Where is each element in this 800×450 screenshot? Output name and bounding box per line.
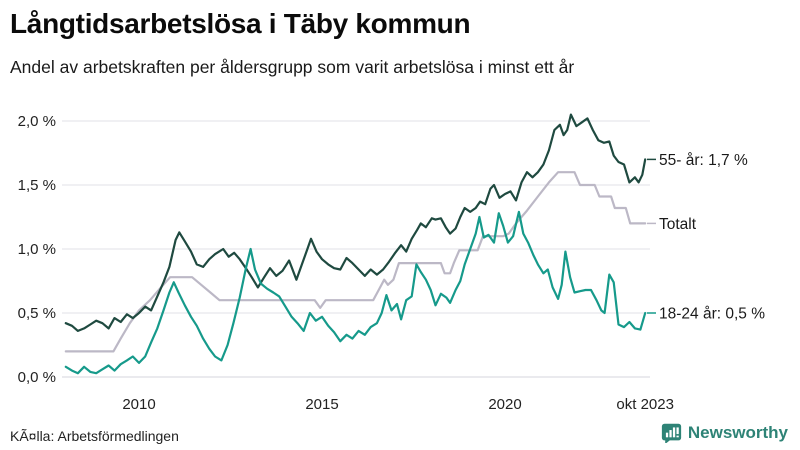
newsworthy-icon [661,422,682,444]
page-title: Långtidsarbetslösa i Täby kommun [10,8,471,39]
series-line-18-24 år [64,210,647,375]
y-tick-label: 2,0 % [18,113,56,130]
y-tick-label: 0,5 % [18,305,56,322]
series-end-label-55- år: 55- år: 1,7 % [659,152,748,169]
x-tick-label: 2010 [122,396,155,413]
series-end-label-Totalt: Totalt [659,216,697,233]
source-note: KÃ¤lla: Arbetsförmedlingen [10,428,179,444]
x-tick-label: 2020 [488,396,521,413]
newsworthy-logo: Newsworthy [661,422,788,444]
series-line-55- år [64,113,647,332]
series-end-label-18-24 år: 18-24 år: 0,5 % [659,306,765,323]
y-tick-label: 1,0 % [18,241,56,258]
series-line-Totalt [64,171,647,353]
x-tick-label: 2015 [305,396,338,413]
y-tick-label: 0,0 % [18,369,56,386]
y-tick-label: 1,5 % [18,177,56,194]
x-tick-label: okt 2023 [616,396,674,413]
newsworthy-wordmark: Newsworthy [687,422,788,442]
page-subtitle: Andel av arbetskraften per åldersgrupp s… [10,57,575,77]
